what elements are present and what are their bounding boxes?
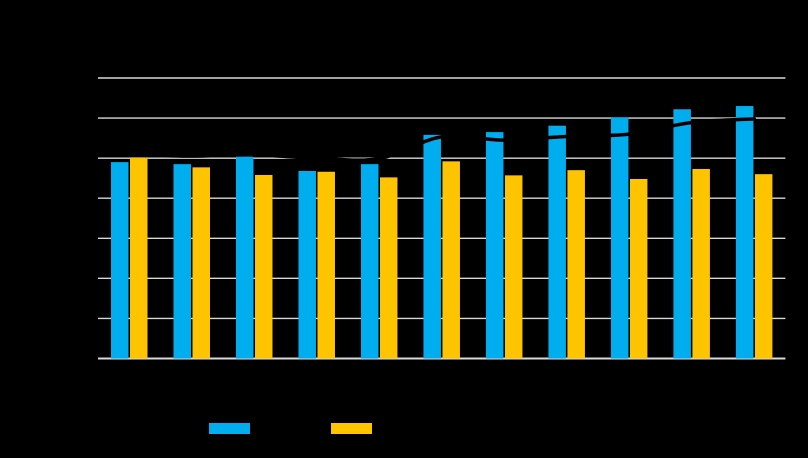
legend-swatch-blue [209,422,250,434]
bar-yellow-1 [130,157,148,359]
bar-blue-2 [173,164,191,359]
chart-legend [0,421,808,435]
bar-blue-6 [423,134,441,359]
legend-item-yellow [331,421,380,435]
bar-blue-10 [673,109,691,359]
bar-blue-11 [735,106,754,359]
bar-blue-4 [298,170,316,359]
bar-yellow-11 [754,174,773,359]
legend-item-blue [209,421,258,435]
bar-blue-1 [111,162,129,359]
bar-yellow-3 [254,174,273,359]
bar-blue-8 [548,125,566,359]
bar-blue-7 [485,132,504,359]
legend-swatch-yellow [331,422,372,434]
bar-yellow-6 [442,161,460,359]
bar-yellow-10 [692,168,710,359]
bar-blue-9 [610,117,629,359]
bar-yellow-7 [504,175,523,359]
bar-yellow-2 [192,167,210,359]
overlay-trend-line [127,117,756,162]
bar-yellow-4 [317,171,335,359]
bar-yellow-8 [567,170,585,359]
bar-yellow-5 [379,177,398,359]
bar-blue-5 [360,164,379,359]
bar-blue-3 [235,155,254,359]
bar-yellow-9 [629,178,648,359]
